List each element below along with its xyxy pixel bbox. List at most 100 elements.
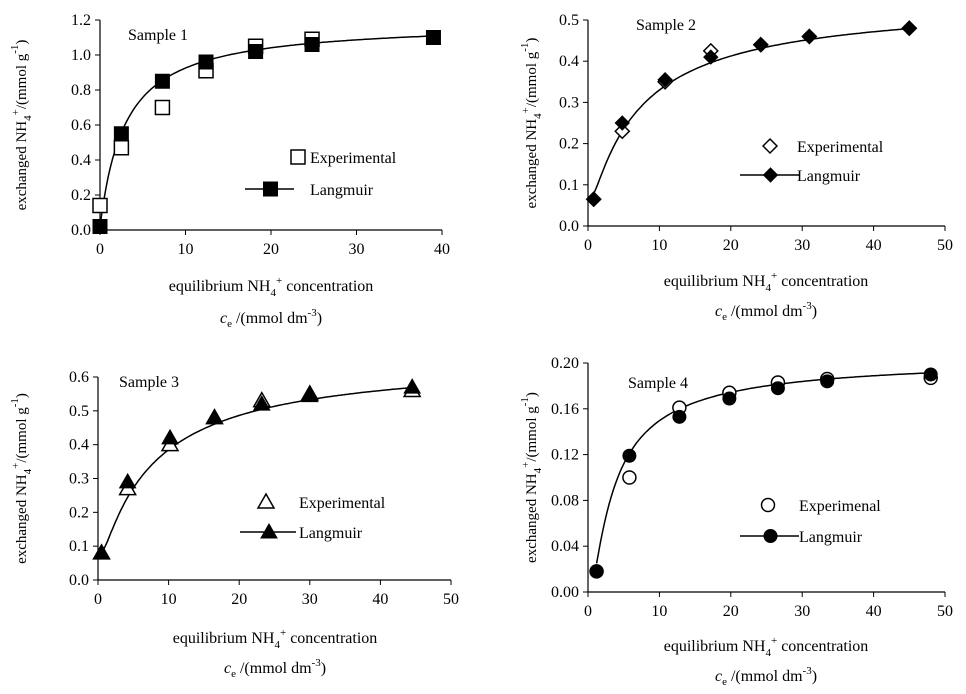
x-tick-label: 20 xyxy=(231,591,247,608)
x-tick-label: 10 xyxy=(161,591,177,608)
langmuir-point xyxy=(923,367,938,382)
x-axis-label-line2: ce /(mmol dm-3) xyxy=(715,665,817,688)
x-tick-label: 40 xyxy=(866,237,882,254)
x-axis-label-line2: ce /(mmol dm-3) xyxy=(715,300,817,323)
y-axis-label: exchanged NH4+/(mmol g-1) xyxy=(9,393,34,564)
experimental-point xyxy=(622,470,637,485)
y-tick-label: 1.2 xyxy=(71,12,91,29)
experimental-point xyxy=(92,197,108,214)
x-tick-label: 0 xyxy=(94,591,102,608)
langmuir-fit-curve xyxy=(595,372,931,564)
x-tick-label: 0 xyxy=(584,603,592,620)
y-tick-label: 0.0 xyxy=(559,218,579,235)
legend-experimental-marker xyxy=(760,497,776,513)
experimental-point xyxy=(154,99,171,116)
langmuir-point xyxy=(92,543,111,560)
y-tick-label: 0.1 xyxy=(69,538,89,555)
sample-title: Sample 3 xyxy=(119,374,179,391)
legend-langmuir-marker xyxy=(263,181,278,197)
x-axis-label-line2: ce /(mmol dm-3) xyxy=(224,657,326,680)
legend-experimental-marker xyxy=(290,149,306,165)
langmuir-point xyxy=(403,378,422,394)
x-tick-label: 20 xyxy=(263,241,279,258)
langmuir-point xyxy=(722,391,737,406)
legend-langmuir-marker xyxy=(762,167,779,183)
langmuir-point xyxy=(252,395,271,411)
legend-experimental-label: Experimental xyxy=(797,139,884,156)
y-tick-label: 0.16 xyxy=(551,401,579,418)
legend-experimental-label: Experimental xyxy=(310,150,397,167)
experimental-point xyxy=(113,140,130,156)
x-tick-label: 40 xyxy=(372,591,388,608)
sample-title: Sample 1 xyxy=(128,27,188,44)
x-tick-label: 20 xyxy=(723,237,739,254)
y-tick-label: 0.3 xyxy=(69,471,89,488)
chart-panel-4: 0 10 20 30 40 50 0.00 0.04 0.08 0.12 0.16 0.20 excha… xyxy=(519,355,953,688)
y-tick-label: 0.5 xyxy=(559,12,579,29)
langmuir-point xyxy=(589,564,604,579)
x-tick-label: 30 xyxy=(302,591,318,608)
legend-experimental-label: Experimental xyxy=(299,495,386,512)
y-tick-label: 1.0 xyxy=(71,47,91,64)
y-axis-label: exchanged NH4+/(mmol g-1) xyxy=(519,392,544,563)
chart-panel-2: 0 10 20 30 40 50 0.0 0.1 0.2 0.3 0.4 0.5 exchanged N… xyxy=(519,12,953,323)
y-tick-label: 0.4 xyxy=(69,437,89,454)
y-tick-label: 0.12 xyxy=(551,447,579,464)
x-tick-label: 10 xyxy=(178,241,194,258)
legend: Experimental Langmuir xyxy=(240,492,386,542)
y-tick-label: 0.3 xyxy=(559,94,579,111)
legend-langmuir-label: Langmuir xyxy=(797,168,861,185)
langmuir-point xyxy=(703,49,719,65)
x-tick-label: 10 xyxy=(651,237,667,254)
y-axis-label: exchanged NH4+/(mmol g-1) xyxy=(9,40,34,211)
x-axis-label-line1: equilibrium NH4+ concentration xyxy=(664,270,869,294)
x-tick-label: 10 xyxy=(651,603,667,620)
legend-langmuir-marker xyxy=(763,529,778,543)
langmuir-point xyxy=(657,72,673,88)
langmuir-point xyxy=(154,73,170,89)
x-tick-label: 30 xyxy=(349,241,365,258)
x-tick-label: 0 xyxy=(584,237,592,254)
x-tick-label: 20 xyxy=(723,603,739,620)
y-tick-label: 0.5 xyxy=(69,403,89,420)
legend-langmuir-label: Langmuir xyxy=(310,182,374,199)
y-tick-label: 0.0 xyxy=(69,572,89,589)
x-tick-label: 30 xyxy=(794,603,810,620)
langmuir-point xyxy=(770,381,785,396)
langmuir-point xyxy=(801,28,818,45)
langmuir-point xyxy=(304,37,320,52)
x-axis-label-line1: equilibrium NH4+ concentration xyxy=(664,635,869,659)
langmuir-point xyxy=(425,30,441,45)
langmuir-point xyxy=(614,115,630,131)
x-tick-label: 40 xyxy=(434,241,450,258)
langmuir-point xyxy=(118,472,137,489)
langmuir-point xyxy=(113,126,129,142)
y-tick-label: 0.2 xyxy=(71,187,91,204)
langmuir-point xyxy=(161,428,179,445)
x-tick-label: 50 xyxy=(937,603,953,620)
sample-title: Sample 4 xyxy=(628,375,688,392)
y-tick-label: 0.2 xyxy=(69,504,89,521)
langmuir-point xyxy=(901,20,918,36)
x-tick-label: 40 xyxy=(866,603,882,620)
y-tick-label: 0.2 xyxy=(559,136,579,153)
y-axis-label: exchanged NH4+/(mmol g-1) xyxy=(519,38,544,209)
langmuir-point xyxy=(92,219,108,234)
y-tick-label: 0.4 xyxy=(559,53,579,70)
y-tick-label: 0.8 xyxy=(71,82,91,99)
y-tick-label: 0.20 xyxy=(551,355,579,372)
y-tick-label: 0.04 xyxy=(551,538,579,555)
x-axis-label-line2: ce /(mmol dm-3) xyxy=(220,307,322,330)
langmuir-point xyxy=(300,386,319,403)
langmuir-point xyxy=(248,44,264,59)
langmuir-point xyxy=(586,191,602,207)
experimental-point xyxy=(614,123,631,140)
y-tick-label: 0.4 xyxy=(71,152,91,169)
langmuir-point xyxy=(205,408,224,425)
x-axis-label-line1: equilibrium NH4+ concentration xyxy=(169,275,374,299)
legend: Experimental Langmuir xyxy=(740,137,884,185)
sample-title: Sample 2 xyxy=(636,17,696,34)
langmuir-fit-curve xyxy=(99,35,434,227)
x-axis-label-line1: equilibrium NH4+ concentration xyxy=(173,627,378,651)
legend-langmuir-label: Langmuir xyxy=(299,525,363,542)
